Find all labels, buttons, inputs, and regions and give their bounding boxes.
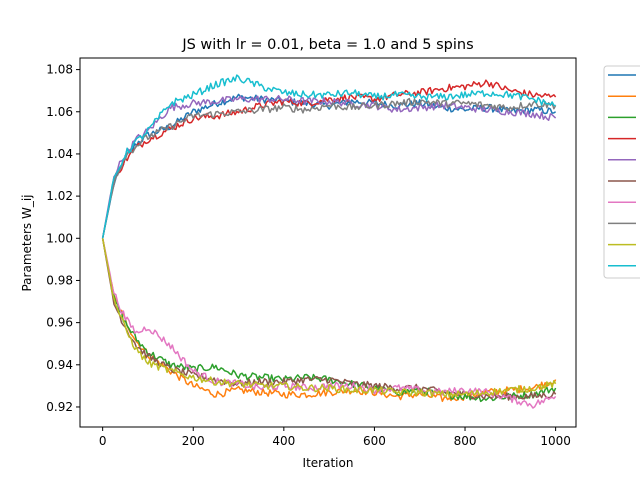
y-tick-label: 1.00 [46,231,73,245]
x-tick-label: 800 [454,434,477,448]
series-line-7 [101,238,557,409]
x-axis: 0 200 400 600 800 1000 [99,427,571,448]
plot-area [101,74,557,409]
series-line-1 [101,93,557,239]
y-tick-label: 0.94 [46,358,73,372]
series-line-10 [101,74,556,239]
x-axis-title: Iteration [303,456,354,470]
series-line-4 [101,79,557,239]
x-tick-label: 600 [363,434,386,448]
y-tick-label: 0.98 [46,273,73,287]
chart-title: JS with lr = 0.01, beta = 1.0 and 5 spin… [181,37,473,53]
y-axis-title: Parameters W_ij [20,194,34,291]
y-tick-label: 1.04 [46,147,73,161]
series-line-6 [101,238,557,401]
series-line-5 [101,94,557,239]
y-tick-label: 0.96 [46,316,73,330]
x-tick-label: 200 [182,434,205,448]
x-tick-label: 400 [272,434,295,448]
x-tick-label: 0 [99,434,107,448]
y-axis: 0.92 0.94 0.96 0.98 1.00 1.02 1.04 1.06 1.08 [46,63,80,414]
series-line-3 [101,238,557,403]
series-line-8 [101,97,557,239]
legend [603,65,640,279]
y-tick-label: 0.92 [46,400,73,414]
plot-frame [79,57,577,428]
y-tick-label: 1.08 [46,63,73,77]
y-tick-label: 1.02 [46,189,73,203]
y-tick-label: 1.06 [46,105,73,119]
legend-box [603,65,640,279]
series-line-9 [101,238,557,398]
x-tick-label: 1000 [540,434,571,448]
